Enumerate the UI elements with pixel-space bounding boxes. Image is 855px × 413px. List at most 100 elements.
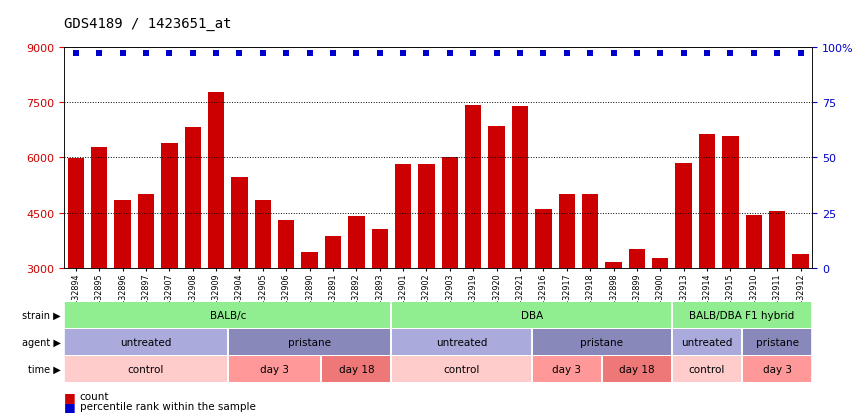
Bar: [64, 356, 227, 382]
Point: [303, 51, 316, 57]
Text: count: count: [80, 392, 109, 401]
Point: [326, 51, 339, 57]
Point: [350, 51, 363, 57]
Bar: [418, 164, 434, 268]
Text: day 3: day 3: [763, 364, 792, 374]
Point: [490, 51, 504, 57]
Bar: [532, 356, 602, 382]
Bar: [278, 221, 294, 268]
Bar: [672, 302, 812, 328]
Point: [537, 51, 551, 57]
Bar: [512, 107, 528, 268]
Point: [373, 51, 386, 57]
Point: [280, 51, 293, 57]
Text: pristane: pristane: [756, 337, 799, 347]
Bar: [699, 135, 716, 268]
Bar: [442, 157, 458, 268]
Bar: [64, 329, 227, 355]
Text: day 3: day 3: [552, 364, 581, 374]
Text: ■: ■: [64, 390, 76, 403]
Point: [92, 51, 106, 57]
Point: [256, 51, 269, 57]
Bar: [185, 127, 201, 268]
Bar: [769, 211, 786, 268]
Point: [770, 51, 784, 57]
Bar: [208, 93, 224, 268]
Bar: [372, 230, 388, 268]
Bar: [392, 329, 532, 355]
Point: [186, 51, 199, 57]
Point: [162, 51, 176, 57]
Text: untreated: untreated: [681, 337, 733, 347]
Text: control: control: [127, 364, 164, 374]
Bar: [628, 250, 645, 268]
Point: [233, 51, 246, 57]
Bar: [532, 329, 672, 355]
Bar: [64, 302, 392, 328]
Bar: [602, 356, 672, 382]
Point: [420, 51, 433, 57]
Bar: [392, 302, 672, 328]
Text: pristane: pristane: [581, 337, 623, 347]
Text: untreated: untreated: [121, 337, 172, 347]
Bar: [91, 148, 108, 268]
Point: [513, 51, 527, 57]
Bar: [535, 209, 551, 268]
Bar: [232, 177, 248, 268]
Bar: [742, 356, 812, 382]
Point: [747, 51, 761, 57]
Point: [723, 51, 737, 57]
Bar: [161, 144, 178, 268]
Text: DBA: DBA: [521, 310, 543, 320]
Text: day 3: day 3: [260, 364, 289, 374]
Text: untreated: untreated: [436, 337, 487, 347]
Bar: [395, 165, 411, 268]
Bar: [582, 195, 598, 268]
Point: [209, 51, 223, 57]
Text: time ▶: time ▶: [28, 364, 61, 374]
Bar: [227, 329, 392, 355]
Bar: [675, 164, 692, 268]
Point: [443, 51, 457, 57]
Bar: [392, 356, 532, 382]
Point: [560, 51, 574, 57]
Point: [115, 51, 129, 57]
Bar: [227, 356, 321, 382]
Bar: [488, 127, 504, 268]
Bar: [348, 217, 364, 268]
Point: [583, 51, 597, 57]
Bar: [793, 254, 809, 268]
Bar: [325, 236, 341, 268]
Text: GDS4189 / 1423651_at: GDS4189 / 1423651_at: [64, 17, 232, 31]
Point: [607, 51, 621, 57]
Point: [69, 51, 83, 57]
Text: percentile rank within the sample: percentile rank within the sample: [80, 401, 256, 411]
Point: [700, 51, 714, 57]
Point: [793, 51, 807, 57]
Bar: [652, 258, 669, 268]
Bar: [255, 201, 271, 268]
Text: day 18: day 18: [619, 364, 655, 374]
Text: control: control: [689, 364, 725, 374]
Bar: [746, 216, 762, 268]
Point: [677, 51, 691, 57]
Text: BALB/DBA F1 hybrid: BALB/DBA F1 hybrid: [689, 310, 795, 320]
Bar: [321, 356, 392, 382]
Bar: [722, 137, 739, 268]
Bar: [302, 253, 318, 268]
Bar: [115, 201, 131, 268]
Point: [139, 51, 153, 57]
Text: control: control: [444, 364, 480, 374]
Bar: [605, 263, 622, 268]
Text: pristane: pristane: [288, 337, 331, 347]
Bar: [465, 106, 481, 268]
Bar: [742, 329, 812, 355]
Bar: [558, 194, 575, 268]
Point: [396, 51, 410, 57]
Text: strain ▶: strain ▶: [22, 310, 61, 320]
Text: day 18: day 18: [339, 364, 374, 374]
Bar: [672, 329, 742, 355]
Bar: [672, 356, 742, 382]
Bar: [138, 195, 154, 268]
Point: [653, 51, 667, 57]
